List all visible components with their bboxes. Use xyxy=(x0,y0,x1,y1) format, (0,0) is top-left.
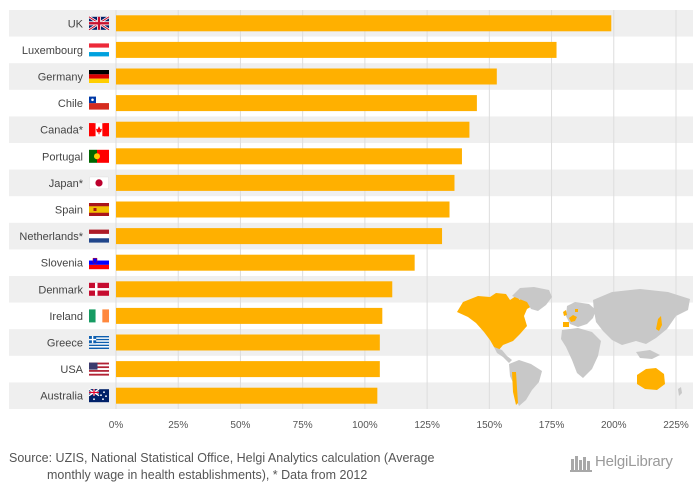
bar xyxy=(116,174,455,191)
category-label: Spain xyxy=(55,205,83,217)
map-chile xyxy=(512,372,518,405)
bar xyxy=(116,148,462,165)
x-tick-label: 75% xyxy=(293,420,313,431)
x-tick-label: 200% xyxy=(601,420,627,431)
category-label: Slovenia xyxy=(41,258,84,270)
map-australia xyxy=(637,368,665,390)
flag-canada-icon xyxy=(89,123,109,137)
flag-luxembourg-icon xyxy=(89,43,109,57)
source-line-1: Source: UZIS, National Statistical Offic… xyxy=(9,451,435,465)
category-label: Greece xyxy=(47,338,83,350)
x-tick-label: 125% xyxy=(414,420,440,431)
bar xyxy=(116,201,450,218)
category-label: Chile xyxy=(58,98,83,110)
flag-denmark-icon xyxy=(89,282,109,296)
flag-chile-icon xyxy=(89,96,109,110)
x-tick-label: 175% xyxy=(539,420,565,431)
flag-slovenia-icon xyxy=(89,256,109,270)
x-tick-label: 150% xyxy=(477,420,503,431)
category-label: Canada* xyxy=(40,125,84,137)
flag-spain-icon xyxy=(89,203,109,216)
world-map-inset xyxy=(457,287,690,406)
brand-name: HelgiLibrary xyxy=(595,453,673,470)
category-label: Australia xyxy=(40,391,84,403)
bar xyxy=(116,228,443,245)
category-label: USA xyxy=(60,364,83,376)
bar xyxy=(116,95,477,112)
category-label: UK xyxy=(68,18,84,30)
bar-chart: UK Luxembourg Germany Chile Canada* Portugal J… xyxy=(9,10,693,431)
map-highlight-europe xyxy=(569,315,577,322)
category-label: Japan* xyxy=(49,178,84,190)
category-label: Netherlands* xyxy=(19,231,83,243)
x-axis-tick-labels: 0% 25% 50% 75% 100% 125% 150% 175% 200% 225% xyxy=(109,420,689,431)
category-label: Portugal xyxy=(42,151,83,163)
category-label: Ireland xyxy=(49,311,83,323)
category-label: Germany xyxy=(38,72,84,84)
bar xyxy=(116,15,612,32)
x-tick-label: 225% xyxy=(663,420,689,431)
category-label: Denmark xyxy=(38,284,83,296)
map-central-america xyxy=(494,347,512,363)
map-highlight-iberia xyxy=(563,322,569,327)
flag-greece-icon xyxy=(89,336,109,349)
map-se-asia xyxy=(636,350,660,359)
x-tick-label: 25% xyxy=(168,420,188,431)
helgi-library-logo: HelgiLibrary xyxy=(568,452,694,474)
map-asia xyxy=(593,289,690,345)
map-africa xyxy=(561,328,601,378)
source-note: Source: UZIS, National Statistical Offic… xyxy=(9,450,509,484)
bar xyxy=(116,121,470,138)
bar xyxy=(116,361,380,378)
map-highlight-uk xyxy=(563,310,567,316)
flag-japan-icon xyxy=(89,176,109,190)
flag-australia-icon xyxy=(88,388,109,403)
bar xyxy=(116,334,380,351)
bar xyxy=(116,68,497,85)
category-labels: UK Luxembourg Germany Chile Canada* Portugal J… xyxy=(19,18,83,402)
flag-ireland-icon xyxy=(89,309,109,323)
flag-netherlands-icon xyxy=(89,229,109,243)
flag-usa-icon xyxy=(89,362,109,376)
bar xyxy=(116,307,383,324)
bar xyxy=(116,281,393,298)
map-highlight-denmark xyxy=(575,309,578,312)
x-tick-label: 100% xyxy=(352,420,378,431)
bars xyxy=(116,15,612,404)
bar xyxy=(116,387,378,404)
map-new-zealand xyxy=(678,387,682,396)
flag-germany-icon xyxy=(89,70,109,83)
map-europe xyxy=(566,302,596,327)
flag-portugal-icon xyxy=(89,149,109,163)
map-greenland xyxy=(512,287,552,311)
flag-uk-icon xyxy=(88,15,110,31)
library-icon xyxy=(570,456,592,472)
bar xyxy=(116,254,415,271)
category-label: Luxembourg xyxy=(22,45,83,57)
map-japan xyxy=(656,316,662,331)
source-line-2: monthly wage in health establishments), … xyxy=(47,468,368,482)
flags xyxy=(88,15,110,403)
bar xyxy=(116,41,557,58)
map-north-america xyxy=(457,291,537,351)
x-tick-label: 50% xyxy=(230,420,250,431)
x-tick-label: 0% xyxy=(109,420,124,431)
